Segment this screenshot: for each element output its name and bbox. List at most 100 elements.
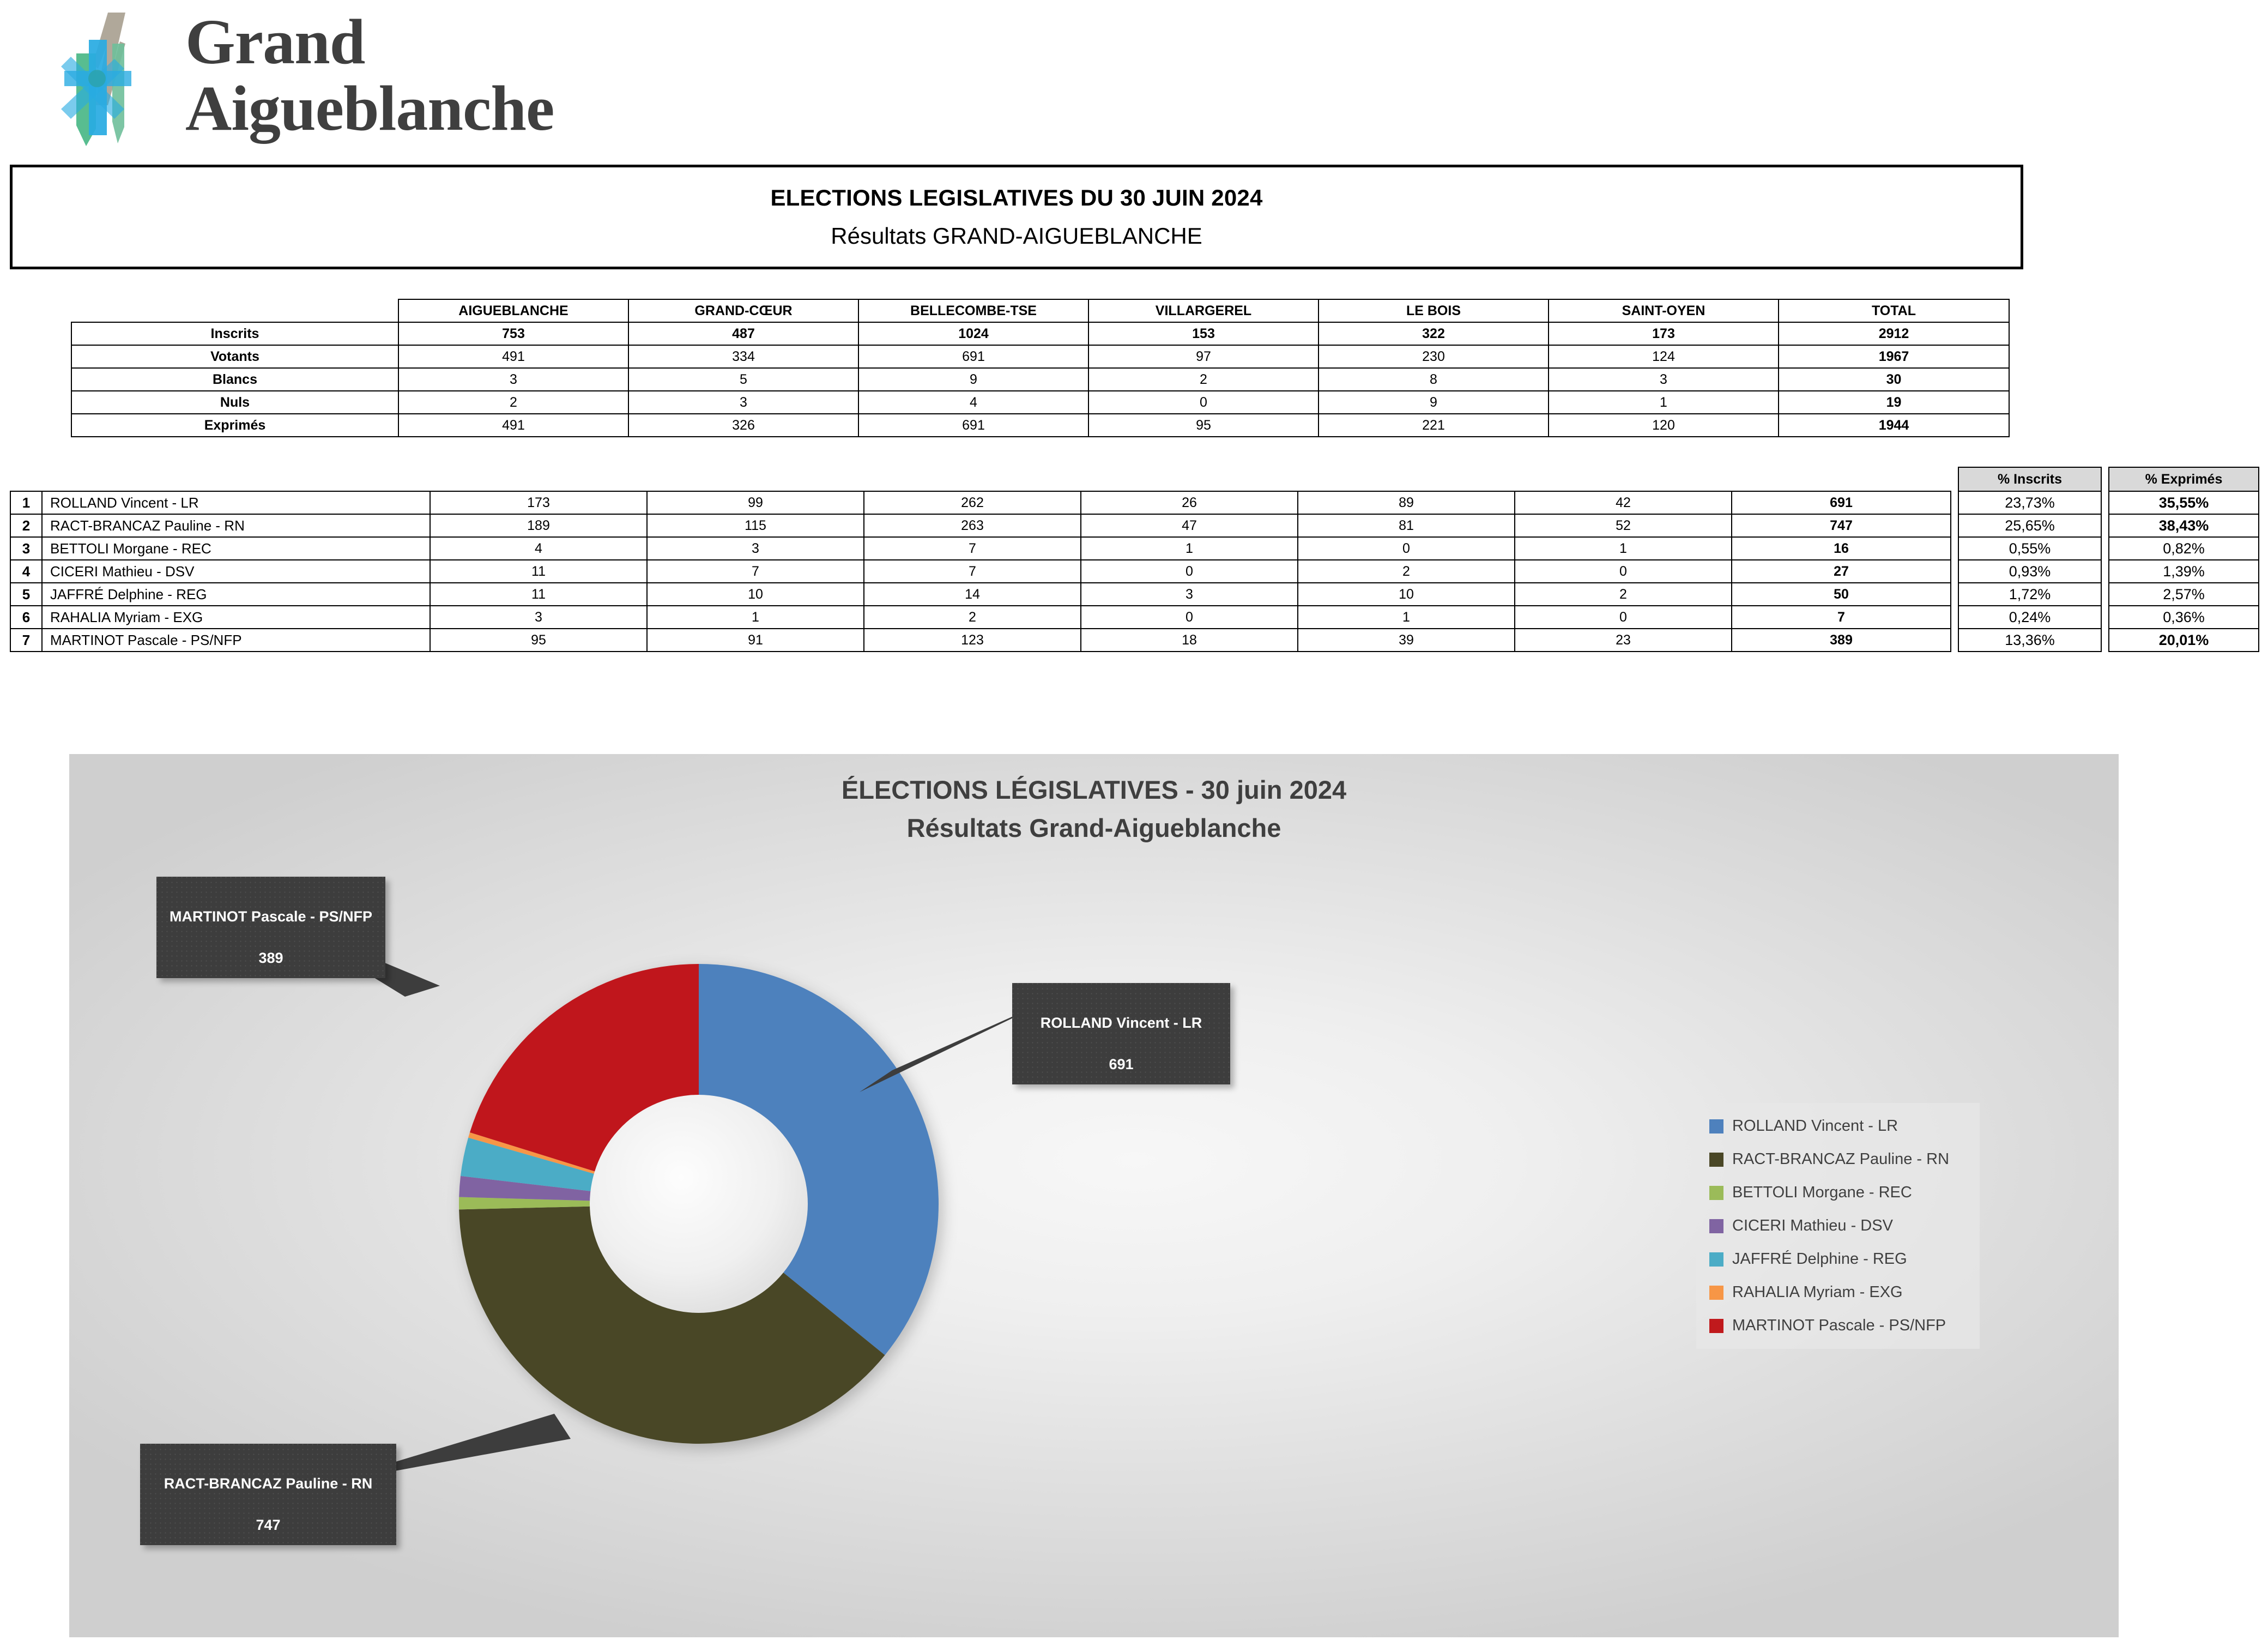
- column-gap: [2101, 583, 2109, 606]
- summary-row: Votants 491 334 691 97 230 124 1967: [71, 345, 2010, 369]
- legend-item[interactable]: RACT-BRANCAZ Pauline - RN: [1709, 1150, 1968, 1168]
- header-pct-inscrits: % Inscrits: [1958, 467, 2102, 492]
- grand-aigueblanche-logo-icon: [61, 13, 131, 146]
- summary-cell: 691: [858, 413, 1089, 437]
- pct-inscrits-cell: 1,72%: [1958, 582, 2102, 606]
- candidate-rank: 1: [10, 491, 43, 515]
- percentages-header-row: % Inscrits % Exprimés: [1958, 467, 2259, 492]
- candidate-rank: 6: [10, 605, 43, 629]
- column-gap: [2101, 560, 2109, 583]
- column-gap: [2101, 514, 2109, 537]
- summary-cell: 221: [1318, 413, 1549, 437]
- candidate-vote-cell: 14: [863, 582, 1081, 606]
- summary-cell: 173: [1548, 322, 1779, 346]
- candidate-vote-cell: 4: [430, 536, 648, 560]
- percentages-row: 25,65% 38,43%: [1958, 514, 2259, 538]
- column-gap: [2101, 537, 2109, 560]
- column-gap: [2101, 629, 2109, 652]
- table-row: 7 MARTINOT Pascale - PS/NFP 95 91 123 18 39 23 3…: [10, 628, 1951, 652]
- column-gap: [2101, 606, 2109, 629]
- candidate-vote-cell: 3: [646, 536, 864, 560]
- candidate-vote-cell: 2: [863, 605, 1081, 629]
- candidate-vote-cell: 262: [863, 491, 1081, 515]
- legend-item[interactable]: BETTOLI Morgane - REC: [1709, 1184, 1968, 1202]
- chart-subtitle: Résultats Grand-Aigueblanche: [906, 813, 1281, 842]
- summary-cell: 491: [398, 413, 629, 437]
- candidate-vote-cell: 0: [1080, 559, 1298, 583]
- table-row: 2 RACT-BRANCAZ Pauline - RN 189 115 263 47 81 5…: [10, 514, 1951, 538]
- candidate-name: RAHALIA Myriam - EXG: [41, 605, 431, 629]
- legend-item[interactable]: RAHALIA Myriam - EXG: [1709, 1283, 1968, 1301]
- candidate-name: BETTOLI Morgane - REC: [41, 536, 431, 560]
- summary-cell: 120: [1548, 413, 1779, 437]
- candidate-vote-cell: 0: [1080, 605, 1298, 629]
- legend-swatch-icon: [1709, 1152, 1723, 1167]
- candidate-vote-cell: 10: [646, 582, 864, 606]
- candidate-vote-cell: 10: [1297, 582, 1515, 606]
- summary-cell: 2: [398, 390, 629, 414]
- summary-table: AIGUEBLANCHE GRAND-CŒUR BELLECOMBE-TSE VILL…: [71, 299, 2010, 437]
- callout-rolland-value: 691: [1109, 1056, 1134, 1072]
- candidate-vote-cell: 18: [1080, 628, 1298, 652]
- candidate-total: 16: [1731, 536, 1951, 560]
- candidate-vote-cell: 3: [1080, 582, 1298, 606]
- summary-cell: 9: [1318, 390, 1549, 414]
- candidate-vote-cell: 173: [430, 491, 648, 515]
- summary-cell: 334: [628, 345, 859, 369]
- donut-svg: [459, 964, 939, 1444]
- candidate-vote-cell: 26: [1080, 491, 1298, 515]
- summary-cell: 2: [1088, 367, 1319, 391]
- percentages-row: 23,73% 35,55%: [1958, 491, 2259, 515]
- candidate-vote-cell: 89: [1297, 491, 1515, 515]
- candidate-total: 747: [1731, 514, 1951, 538]
- legend-item[interactable]: MARTINOT Pascale - PS/NFP: [1709, 1317, 1968, 1335]
- candidate-vote-cell: 39: [1297, 628, 1515, 652]
- candidate-rank: 7: [10, 628, 43, 652]
- donut-slice[interactable]: [699, 964, 939, 1355]
- legend-item[interactable]: CICERI Mathieu - DSV: [1709, 1217, 1968, 1235]
- candidate-vote-cell: 189: [430, 514, 648, 538]
- candidate-vote-cell: 1: [1297, 605, 1515, 629]
- summary-cell: 491: [398, 345, 629, 369]
- summary-cell: 3: [398, 367, 629, 391]
- document-title-line1: ELECTIONS LEGISLATIVES DU 30 JUIN 2024: [770, 185, 1263, 210]
- legend-item[interactable]: JAFFRÉ Delphine - REG: [1709, 1250, 1968, 1268]
- candidate-vote-cell: 11: [430, 582, 648, 606]
- summary-row: Exprimés 491 326 691 95 221 120 1944: [71, 413, 2010, 437]
- summary-header-blank: [71, 299, 398, 322]
- legend-label: RAHALIA Myriam - EXG: [1732, 1283, 1903, 1301]
- candidate-name: ROLLAND Vincent - LR: [41, 491, 431, 515]
- summary-column-header-6: SAINT-OYEN: [1548, 299, 1779, 323]
- callout-ract-name: RACT-BRANCAZ Pauline - RN: [164, 1475, 373, 1492]
- summary-cell: 3: [628, 390, 859, 414]
- candidate-vote-cell: 3: [430, 605, 648, 629]
- candidate-vote-cell: 123: [863, 628, 1081, 652]
- summary-column-header-3: BELLECOMBE-TSE: [858, 299, 1089, 323]
- legend-label: BETTOLI Morgane - REC: [1732, 1184, 1912, 1201]
- candidate-name: JAFFRÉ Delphine - REG: [41, 582, 431, 606]
- legend-swatch-icon: [1709, 1318, 1723, 1333]
- brand-logo: Grand Aigueblanche: [43, 5, 588, 150]
- pct-inscrits-cell: 13,36%: [1958, 628, 2102, 652]
- donut-hole: [590, 1095, 808, 1313]
- summary-total-cell: 1967: [1778, 345, 2010, 369]
- summary-cell: 3: [1548, 367, 1779, 391]
- table-row: 6 RAHALIA Myriam - EXG 3 1 2 0 1 0 7: [10, 605, 1951, 629]
- summary-column-header-2: GRAND-CŒUR: [628, 299, 859, 323]
- table-row: 3 BETTOLI Morgane - REC 4 3 7 1 0 1 16: [10, 536, 1951, 560]
- summary-cell: 0: [1088, 390, 1319, 414]
- legend-item[interactable]: ROLLAND Vincent - LR: [1709, 1117, 1968, 1135]
- candidate-vote-cell: 42: [1514, 491, 1732, 515]
- table-row: 1 ROLLAND Vincent - LR 173 99 262 26 89 42 691: [10, 491, 1951, 515]
- candidate-vote-cell: 2: [1297, 559, 1515, 583]
- percentages-row: 0,24% 0,36%: [1958, 605, 2259, 629]
- donut-slice[interactable]: [459, 1204, 885, 1444]
- pct-exprimes-cell: 35,55%: [2108, 491, 2259, 515]
- donut-slice[interactable]: [459, 1197, 699, 1210]
- document-title-box: ELECTIONS LEGISLATIVES DU 30 JUIN 2024 R…: [10, 165, 2023, 269]
- candidate-vote-cell: 7: [863, 536, 1081, 560]
- candidate-vote-cell: 2: [1514, 582, 1732, 606]
- candidate-name: MARTINOT Pascale - PS/NFP: [41, 628, 431, 652]
- column-gap: [2101, 467, 2109, 491]
- candidate-total: 50: [1731, 582, 1951, 606]
